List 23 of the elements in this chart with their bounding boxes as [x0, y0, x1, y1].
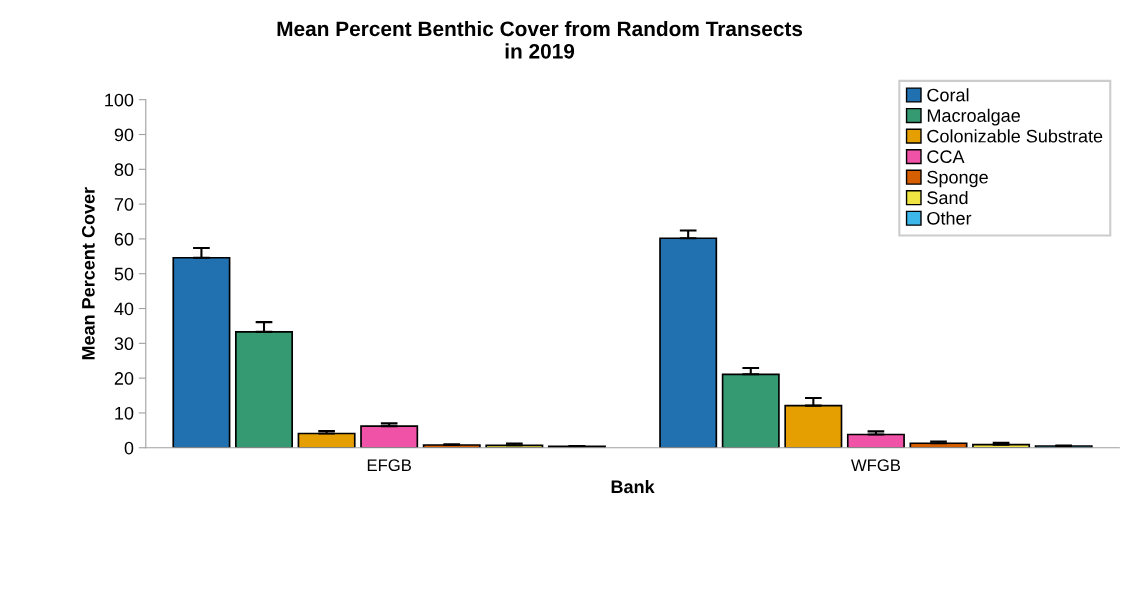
legend-label: CCA: [927, 150, 965, 164]
legend-label: Sand: [927, 190, 968, 205]
y-tick-label: 50: [114, 267, 134, 281]
y-tick-label: 90: [114, 128, 134, 142]
y-tick-label: 40: [114, 302, 134, 316]
x-tick-label: WFGB: [851, 459, 901, 472]
y-tick-label: 60: [114, 232, 134, 246]
legend-label: Coral: [927, 88, 969, 102]
y-tick-label: 100: [105, 93, 134, 107]
y-tick-label: 20: [114, 372, 134, 385]
y-tick-label: 30: [114, 337, 134, 351]
x-axis-title: Bank: [611, 479, 655, 494]
y-tick-label: 0: [124, 441, 134, 455]
chart-title: Mean Percent Benthic Cover from Random Transects in 2019: [277, 20, 803, 59]
y-tick-label: 10: [115, 406, 134, 420]
y-tick-label: 80: [114, 163, 134, 177]
legend-label: Other: [927, 211, 972, 225]
y-tick-label: 70: [114, 198, 134, 211]
x-tick-label: EFGB: [367, 459, 411, 472]
legend-label: Sponge: [927, 170, 988, 188]
legend-label: Macroalgae: [927, 108, 1020, 126]
legend-label: Colonizable Substrate: [927, 129, 1103, 143]
y-axis-title: Mean Percent Cover: [81, 187, 95, 360]
